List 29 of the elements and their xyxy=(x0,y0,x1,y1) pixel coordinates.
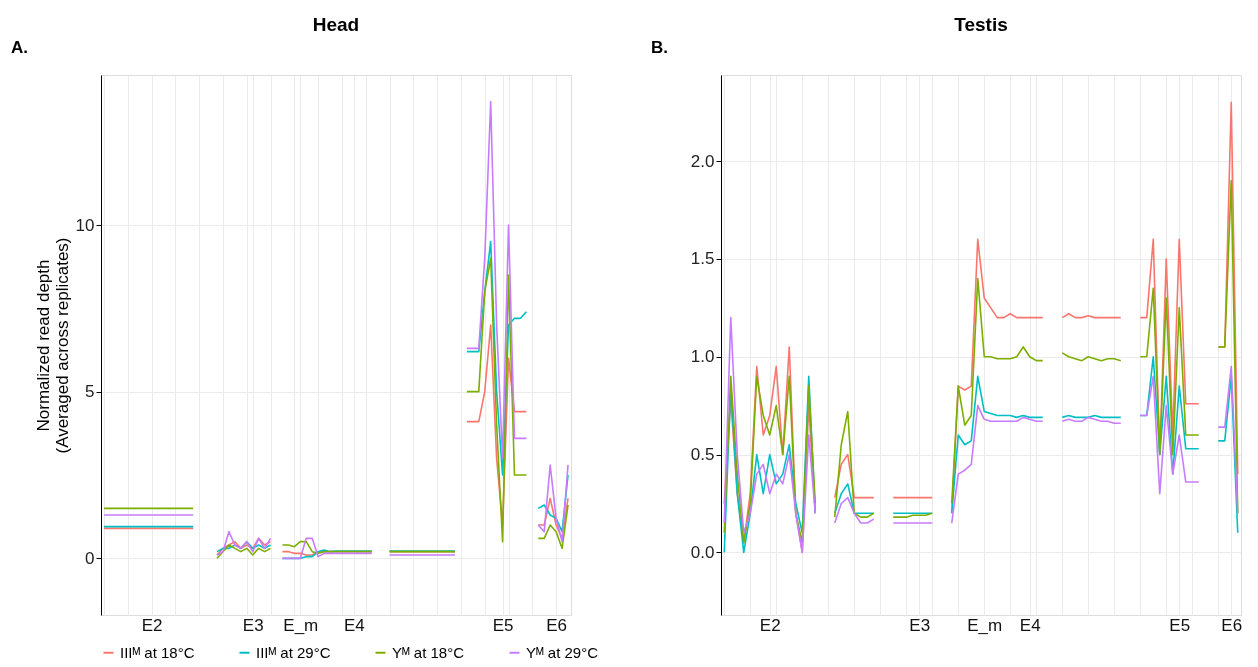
y-tick-label: 0.0 xyxy=(690,542,715,562)
text: B. xyxy=(651,38,668,57)
y-tick-label: 5 xyxy=(85,382,95,402)
x-tick-label: E2 xyxy=(141,615,163,635)
x-tick-label: E_m xyxy=(967,615,1003,635)
x-tick-label: E2 xyxy=(759,615,781,635)
text: A. xyxy=(11,38,28,57)
y-tick-label: 1.0 xyxy=(690,347,715,367)
legend-label: IIIᴹ at 18°C xyxy=(120,643,195,661)
y-axis-title: Normalized read depth (Averaged across replicates) xyxy=(33,237,72,454)
y-tick-label: 0 xyxy=(85,548,95,568)
y-tick-label: 1.5 xyxy=(690,249,715,269)
x-tick-label: E6 xyxy=(546,615,568,635)
y-tick-label: 0.5 xyxy=(690,445,715,465)
x-tick-label: E_m xyxy=(283,615,319,635)
x-tick-label: E5 xyxy=(1169,615,1191,635)
legend-label: IIIᴹ at 29°C xyxy=(256,643,331,661)
y-tick-label: 10 xyxy=(75,215,95,235)
x-tick-label: E4 xyxy=(1019,615,1041,635)
legend-label: Yᴹ at 18°C xyxy=(392,643,465,661)
chart-title: Head xyxy=(312,14,360,35)
x-tick-label: E3 xyxy=(242,615,264,635)
x-tick-label: E5 xyxy=(492,615,514,635)
x-tick-label: E4 xyxy=(343,615,365,635)
chart-title: Testis xyxy=(954,14,1008,35)
x-tick-label: E3 xyxy=(909,615,931,635)
legend-label: Yᴹ at 29°C xyxy=(526,643,599,661)
x-tick-label: E6 xyxy=(1221,615,1243,635)
y-tick-label: 2.0 xyxy=(690,151,715,171)
